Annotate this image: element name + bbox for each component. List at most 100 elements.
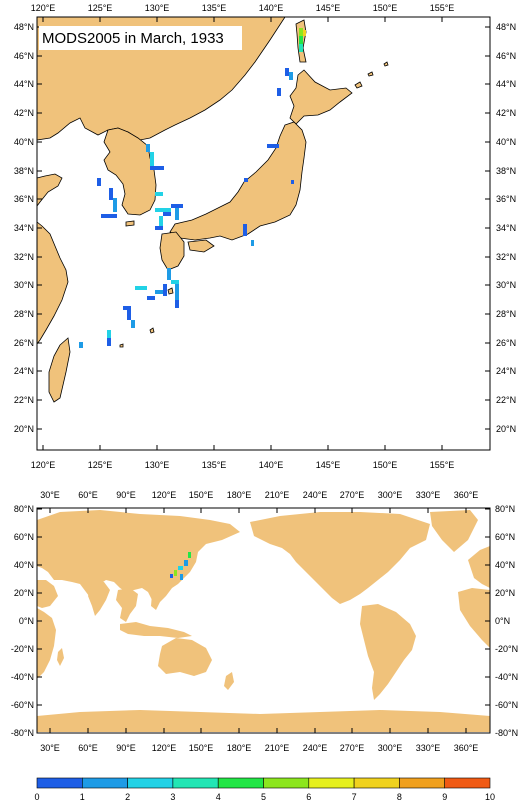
- obs-cell: [184, 560, 188, 566]
- colorbar-labels: 0 1 2 3 4 5 6 7 8 9 10: [34, 792, 495, 802]
- obs-cell: [113, 198, 117, 212]
- latitude-label: 0°N: [495, 616, 510, 626]
- latitude-label: 80°N: [495, 504, 515, 514]
- obs-cell: [277, 88, 281, 96]
- china-south-coast: [36, 221, 69, 346]
- latitude-label: 42°N: [496, 108, 516, 118]
- latitude-label: -40°N: [495, 672, 518, 682]
- regional-right-latitude-labels: 48°N 46°N 44°N 42°N 40°N 38°N 36°N 34°N 32°N 30°N…: [496, 22, 516, 434]
- obs-cell: [150, 152, 154, 166]
- obs-cell: [147, 296, 155, 300]
- obs-cell: [163, 284, 167, 296]
- new-zealand: [224, 672, 234, 690]
- global-observation-cells: [170, 552, 191, 580]
- longitude-label: 120°E: [31, 460, 56, 470]
- global-right-latitude-labels: 80°N 60°N 40°N 20°N 0°N -20°N -40°N -60°N -80°N: [495, 504, 518, 738]
- china-coast: [36, 173, 63, 208]
- regional-map: MODS2005 in March, 1933 120°E 125°E 130°E 1…: [14, 3, 516, 470]
- regional-land: [36, 16, 389, 403]
- global-left-latitude-labels: 80°N 60°N 40°N 20°N 0°N -20°N -40°N -60°N -80°N: [11, 504, 34, 738]
- obs-cell: [79, 342, 83, 348]
- longitude-label: 145°E: [316, 3, 341, 13]
- jeju: [125, 220, 135, 227]
- latitude-label: 46°N: [496, 51, 516, 61]
- regional-bottom-longitude-labels: 120°E 125°E 130°E 135°E 140°E 145°E 150°E 155°E: [31, 460, 455, 470]
- colorbar-label: 7: [352, 792, 357, 802]
- longitude-label: 135°E: [202, 3, 227, 13]
- hokkaido: [289, 69, 353, 125]
- obs-cell: [244, 178, 248, 182]
- latitude-label: 24°N: [496, 366, 516, 376]
- latitude-label: 0°N: [19, 616, 34, 626]
- latitude-label: -20°N: [495, 644, 518, 654]
- latitude-label: 20°N: [495, 588, 515, 598]
- latitude-label: 38°N: [496, 166, 516, 176]
- latitude-label: -80°N: [11, 728, 34, 738]
- longitude-label: 30°E: [40, 743, 60, 753]
- latitude-label: -40°N: [11, 672, 34, 682]
- latitude-label: 30°N: [14, 280, 34, 290]
- obs-cell: [123, 306, 131, 310]
- indonesia: [120, 622, 192, 638]
- obs-cell: [251, 240, 254, 246]
- longitude-label: 180°E: [227, 743, 252, 753]
- latitude-label: 44°N: [14, 79, 34, 89]
- longitude-label: 125°E: [88, 460, 113, 470]
- latitude-label: 26°N: [496, 338, 516, 348]
- longitude-label: 120°E: [152, 490, 177, 500]
- obs-cell: [127, 310, 131, 320]
- longitude-label: 330°E: [416, 743, 441, 753]
- latitude-label: 28°N: [496, 309, 516, 319]
- obs-cell: [243, 224, 247, 236]
- obs-cell: [150, 166, 164, 170]
- longitude-label: 270°E: [340, 490, 365, 500]
- map-title-box: [39, 26, 242, 50]
- longitude-label: 150°E: [189, 490, 214, 500]
- obs-cell: [107, 338, 111, 346]
- global-map: 30°E 60°E 90°E 120°E 150°E 180°E 210°E 240°E 270…: [11, 490, 518, 753]
- colorbar-swatch: [263, 777, 310, 789]
- obs-cell: [159, 216, 163, 226]
- colorbar-label: 0: [34, 792, 39, 802]
- colorbar-swatch: [444, 777, 491, 789]
- australia: [158, 638, 212, 676]
- colorbar-label: 6: [306, 792, 311, 802]
- latitude-label: 42°N: [14, 108, 34, 118]
- latitude-label: 44°N: [496, 79, 516, 89]
- regional-observation-cells: [79, 28, 306, 348]
- latitude-label: 22°N: [14, 395, 34, 405]
- africa-wrap: [458, 588, 490, 648]
- obs-cell: [303, 30, 306, 36]
- obs-cell: [175, 284, 179, 300]
- latitude-label: 32°N: [496, 252, 516, 262]
- longitude-label: 150°E: [373, 3, 398, 13]
- honshu: [169, 121, 307, 241]
- regional-left-latitude-labels: 48°N 46°N 44°N 42°N 40°N 38°N 36°N 34°N 32°N 30°N…: [14, 22, 34, 434]
- obs-cell: [174, 570, 177, 576]
- longitude-label: 135°E: [202, 460, 227, 470]
- longitude-label: 300°E: [378, 490, 403, 500]
- latitude-label: 26°N: [14, 338, 34, 348]
- latitude-label: -60°N: [11, 700, 34, 710]
- regional-map-frame: [36, 16, 491, 451]
- latitude-label: 30°N: [496, 280, 516, 290]
- obs-cell: [155, 208, 171, 212]
- obs-cell: [135, 286, 147, 290]
- obs-cell: [163, 212, 171, 216]
- colorbar-label: 8: [397, 792, 402, 802]
- longitude-label: 60°E: [78, 743, 98, 753]
- latitude-label: 20°N: [496, 424, 516, 434]
- latitude-label: 36°N: [14, 194, 34, 204]
- obs-cell: [285, 68, 289, 76]
- obs-cell: [109, 188, 113, 200]
- global-tick-marks: [37, 508, 490, 734]
- latitude-label: 48°N: [496, 22, 516, 32]
- latitude-label: 60°N: [14, 532, 34, 542]
- arabia: [37, 580, 58, 608]
- madagascar: [57, 648, 64, 666]
- latitude-label: -60°N: [495, 700, 518, 710]
- colorbar-swatch: [217, 777, 264, 789]
- colorbar-label: 4: [216, 792, 221, 802]
- philippines: [151, 592, 160, 610]
- latitude-label: 20°N: [14, 588, 34, 598]
